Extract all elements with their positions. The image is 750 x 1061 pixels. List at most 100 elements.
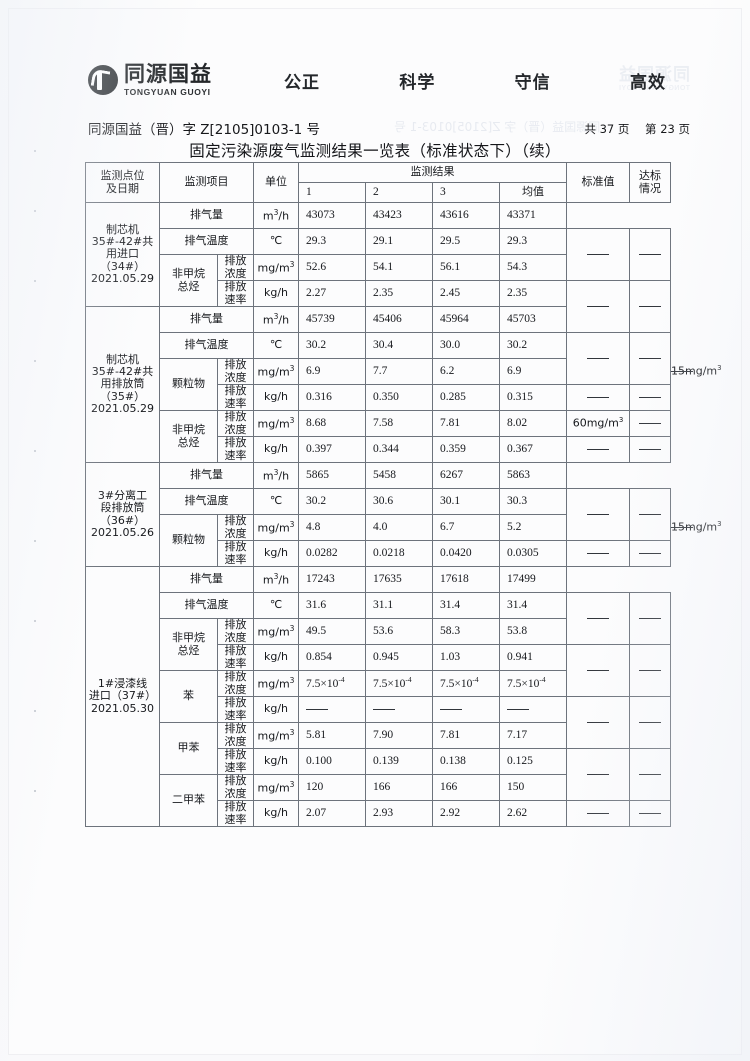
site-line: 进口（37#） bbox=[88, 689, 157, 703]
item-cell: 苯 bbox=[159, 670, 218, 723]
unit-cell: kg/h bbox=[253, 800, 299, 827]
result-cell-2: 166 bbox=[365, 774, 433, 801]
col-header-site: 监测点位 及日期 bbox=[85, 162, 160, 203]
result-cell-2: 54.1 bbox=[365, 254, 433, 281]
result-cell-1: 29.3 bbox=[298, 228, 366, 255]
standard-cell bbox=[566, 592, 630, 645]
empty-dash bbox=[639, 721, 661, 723]
empty-dash bbox=[639, 396, 661, 398]
result-cell-avg: 5.2 bbox=[499, 514, 567, 541]
sub-line: 排放 bbox=[224, 644, 247, 658]
unit-cell: mg/m3 bbox=[253, 618, 299, 645]
slogan-2: 科学 bbox=[399, 73, 436, 93]
unit-cell: kg/h bbox=[253, 748, 299, 775]
slogan-3: 守信 bbox=[514, 73, 551, 93]
compliance-cell bbox=[629, 410, 671, 437]
item-cell: 非甲烷 总烃 bbox=[159, 410, 218, 463]
result-cell-2: 7.7 bbox=[365, 358, 433, 385]
unit-cell: mg/m3 bbox=[253, 358, 299, 385]
sub-line: 浓度 bbox=[224, 370, 247, 384]
table-row: 3#分离工 段排放筒 （36#） 2021.05.26 排气量 m3/h 5865 5458 6… bbox=[85, 462, 671, 567]
empty-dash bbox=[671, 370, 693, 372]
unit-cell: ℃ bbox=[253, 332, 299, 359]
result-cell-2: 53.6 bbox=[365, 618, 433, 645]
empty-dash bbox=[587, 812, 609, 814]
standard-cell: 60mg/m3 bbox=[566, 410, 630, 437]
result-cell-3: 7.5×10-4 bbox=[432, 670, 500, 697]
sub-line: 浓度 bbox=[224, 734, 247, 748]
sub-line: 排放 bbox=[224, 410, 247, 424]
item-line: 总烃 bbox=[177, 279, 200, 293]
result-cell-3: 0.0420 bbox=[432, 540, 500, 567]
result-cell-avg: 150 bbox=[499, 774, 567, 801]
result-cell-avg: 53.8 bbox=[499, 618, 567, 645]
result-cell-2: 29.1 bbox=[365, 228, 433, 255]
result-cell-avg: 54.3 bbox=[499, 254, 567, 281]
unit-cell: kg/h bbox=[253, 644, 299, 671]
unit-cell: m3/h bbox=[253, 202, 299, 229]
item-cell: 颗粒物 bbox=[159, 514, 218, 567]
table-row: 1#浸漆线 进口（37#） 2021.05.30 排气量 m3/h 17243 17635 1… bbox=[85, 566, 671, 827]
item-subcell: 排放 速率 bbox=[217, 384, 254, 411]
slogan-row: 公正 科学 守信 高效 bbox=[284, 68, 666, 93]
document-number: 同源国益（晋）字 Z[2105]0103-1 号 bbox=[88, 122, 321, 138]
unit-cell: mg/m3 bbox=[253, 410, 299, 437]
letterhead: 同源国益 TONGYUAN GUOYI 公正 科学 守信 高效 bbox=[88, 62, 666, 114]
slogan-1: 公正 bbox=[284, 73, 320, 93]
item-subcell: 排放 浓度 bbox=[217, 514, 254, 541]
result-cell-avg: 8.02 bbox=[499, 410, 567, 437]
empty-dash bbox=[306, 708, 328, 710]
logo-mark-icon bbox=[88, 65, 118, 96]
result-cell-avg: 43371 bbox=[499, 202, 567, 229]
site-line: 2021.05.26 bbox=[91, 525, 154, 539]
item-cell: 非甲烷 总烃 bbox=[159, 618, 218, 671]
result-cell-3: 166 bbox=[432, 774, 500, 801]
result-cell-1: 49.5 bbox=[298, 618, 366, 645]
col-header-compliance: 达标 情况 bbox=[629, 162, 671, 203]
unit-cell: kg/h bbox=[253, 384, 299, 411]
empty-dash bbox=[639, 305, 661, 307]
unit-cell: ℃ bbox=[253, 488, 299, 515]
col-header-item: 监测项目 bbox=[159, 162, 254, 203]
empty-dash bbox=[639, 617, 661, 619]
logo-chinese-name: 同源国益 bbox=[124, 62, 212, 86]
table-row: 非甲烷 总烃 排放 浓度 mg/m3 8.68 7.58 7.81 8.02 60mg/m3 bbox=[86, 410, 671, 463]
unit-cell: kg/h bbox=[253, 280, 299, 307]
unit-cell: m3/h bbox=[253, 462, 299, 489]
sub-line: 排放 bbox=[224, 280, 247, 294]
site-line: 用进口 bbox=[106, 247, 139, 261]
result-cell-1: 45739 bbox=[298, 306, 366, 333]
table-row: 排气温度 ℃ 29.3 29.1 29.5 29.3 bbox=[86, 228, 671, 281]
results-table-wrapper: 监测点位 及日期 监测项目 单位 监测结果 标准值 达标 情况 1 2 3 均值 bbox=[85, 162, 722, 827]
result-cell-1: 8.68 bbox=[298, 410, 366, 437]
item-line: 总烃 bbox=[177, 643, 200, 657]
sub-line: 排放 bbox=[224, 748, 247, 762]
site-cell: 3#分离工 段排放筒 （36#） 2021.05.26 bbox=[85, 462, 160, 567]
page-indicator: 共 37 页 第 23 页 bbox=[572, 121, 690, 137]
result-cell-3: 0.138 bbox=[432, 748, 500, 775]
item-cell: 排气温度 bbox=[159, 488, 254, 515]
sub-line: 排放 bbox=[224, 540, 247, 554]
result-cell-2: 2.35 bbox=[365, 280, 433, 307]
sub-line: 浓度 bbox=[224, 266, 247, 280]
empty-dash bbox=[587, 721, 609, 723]
result-cell-2: 4.0 bbox=[365, 514, 433, 541]
site-line: （36#） bbox=[99, 513, 146, 527]
result-cell-2: 30.6 bbox=[365, 488, 433, 515]
sub-line: 排放 bbox=[224, 436, 247, 450]
result-cell-2: 5458 bbox=[365, 462, 433, 489]
item-cell: 排气温度 bbox=[159, 592, 254, 619]
col-header-compliance-l2: 情况 bbox=[639, 181, 661, 195]
result-cell-3: 0.359 bbox=[432, 436, 500, 463]
item-line: 非甲烷 bbox=[172, 631, 205, 645]
table-row: 排气温度 ℃ 30.2 30.4 30.0 30.2 bbox=[86, 332, 671, 385]
sub-line: 速率 bbox=[224, 760, 247, 774]
unit-cell: kg/h bbox=[253, 436, 299, 463]
result-cell-2: 2.93 bbox=[365, 800, 433, 827]
result-cell-avg: 0.315 bbox=[499, 384, 567, 411]
empty-dash bbox=[587, 305, 609, 307]
result-cell-3: 7.81 bbox=[432, 410, 500, 437]
standard-cell bbox=[566, 436, 630, 463]
result-cell-1 bbox=[298, 696, 366, 723]
result-cell-avg: 2.35 bbox=[499, 280, 567, 307]
